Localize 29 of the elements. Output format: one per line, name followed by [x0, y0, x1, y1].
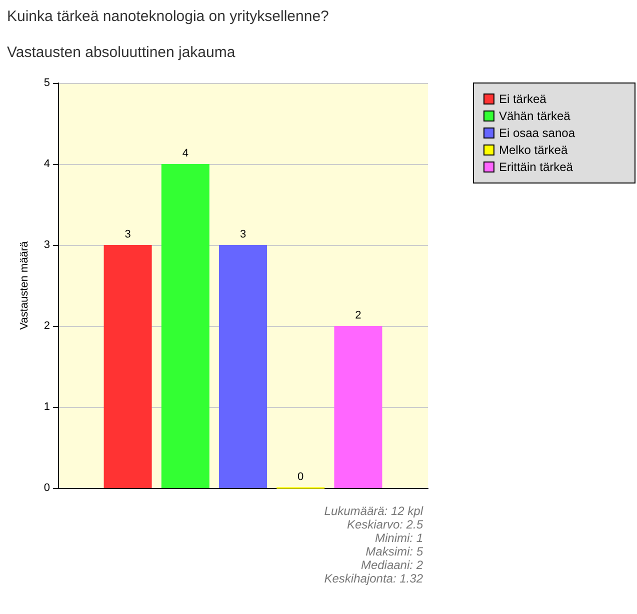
data-label: 4: [182, 148, 188, 160]
bar: [334, 326, 382, 488]
data-label: 2: [355, 310, 362, 322]
y-axis-title: Vastausten määrä: [18, 240, 30, 330]
text: Lukumäärä: 12 kpl: [324, 504, 424, 518]
data-label: 3: [240, 228, 246, 240]
legend-label: Melko tärkeä: [498, 143, 568, 157]
y-tick-label: 4: [44, 158, 50, 170]
text: Keskiarvo: 2.5: [346, 518, 424, 532]
y-tick-label: 2: [44, 320, 50, 332]
bar: [219, 245, 267, 488]
y-tick-label: 3: [44, 239, 50, 251]
text: Minimi: 1: [374, 531, 423, 545]
y-tick-label: 5: [44, 77, 50, 89]
bar: [161, 164, 210, 488]
legend-label: Vähän tärkeä: [498, 109, 571, 123]
data-label: 3: [124, 228, 131, 240]
text: Maksimi: 5: [366, 544, 424, 558]
text: Keskihajonta: 1.32: [324, 572, 424, 586]
data-label: 0: [298, 470, 304, 483]
chart-title: Kuinka tärkeä nanoteknologia on yrityksellenne?: [7, 8, 329, 25]
y-tick-label: 1: [44, 401, 50, 413]
y-tick-label: 0: [44, 482, 50, 494]
text: Mediaani: 2: [360, 558, 424, 572]
legend-label: Erittäin tärkeä: [498, 160, 574, 174]
chart-subtitle: Vastausten absoluuttinen jakauma: [7, 44, 236, 61]
bar: [104, 245, 152, 488]
legend-label: Ei tärkeä: [498, 92, 547, 106]
legend-label: Ei osaa sanoa: [498, 126, 576, 140]
